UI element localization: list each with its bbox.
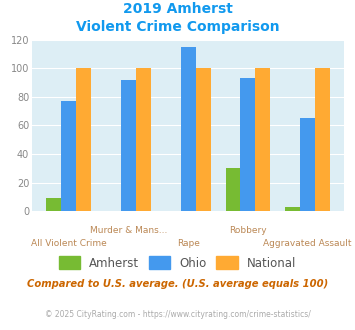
Bar	[181, 47, 196, 211]
Text: 2019 Amherst: 2019 Amherst	[122, 2, 233, 16]
Bar	[136, 68, 151, 211]
Legend: Amherst, Ohio, National: Amherst, Ohio, National	[54, 252, 301, 274]
Bar	[225, 168, 240, 211]
Text: Robbery: Robbery	[229, 226, 267, 235]
Text: All Violent Crime: All Violent Crime	[31, 239, 106, 248]
Text: Rape: Rape	[177, 239, 200, 248]
Text: © 2025 CityRating.com - https://www.cityrating.com/crime-statistics/: © 2025 CityRating.com - https://www.city…	[45, 310, 310, 319]
Bar	[300, 118, 315, 211]
Text: Aggravated Assault: Aggravated Assault	[263, 239, 352, 248]
Text: Violent Crime Comparison: Violent Crime Comparison	[76, 20, 279, 34]
Bar	[61, 101, 76, 211]
Text: Murder & Mans...: Murder & Mans...	[90, 226, 167, 235]
Bar	[315, 68, 330, 211]
Bar	[121, 80, 136, 211]
Bar	[285, 207, 300, 211]
Bar	[46, 198, 61, 211]
Bar	[240, 78, 255, 211]
Bar	[76, 68, 91, 211]
Bar	[255, 68, 271, 211]
Bar	[196, 68, 211, 211]
Text: Compared to U.S. average. (U.S. average equals 100): Compared to U.S. average. (U.S. average …	[27, 279, 328, 289]
